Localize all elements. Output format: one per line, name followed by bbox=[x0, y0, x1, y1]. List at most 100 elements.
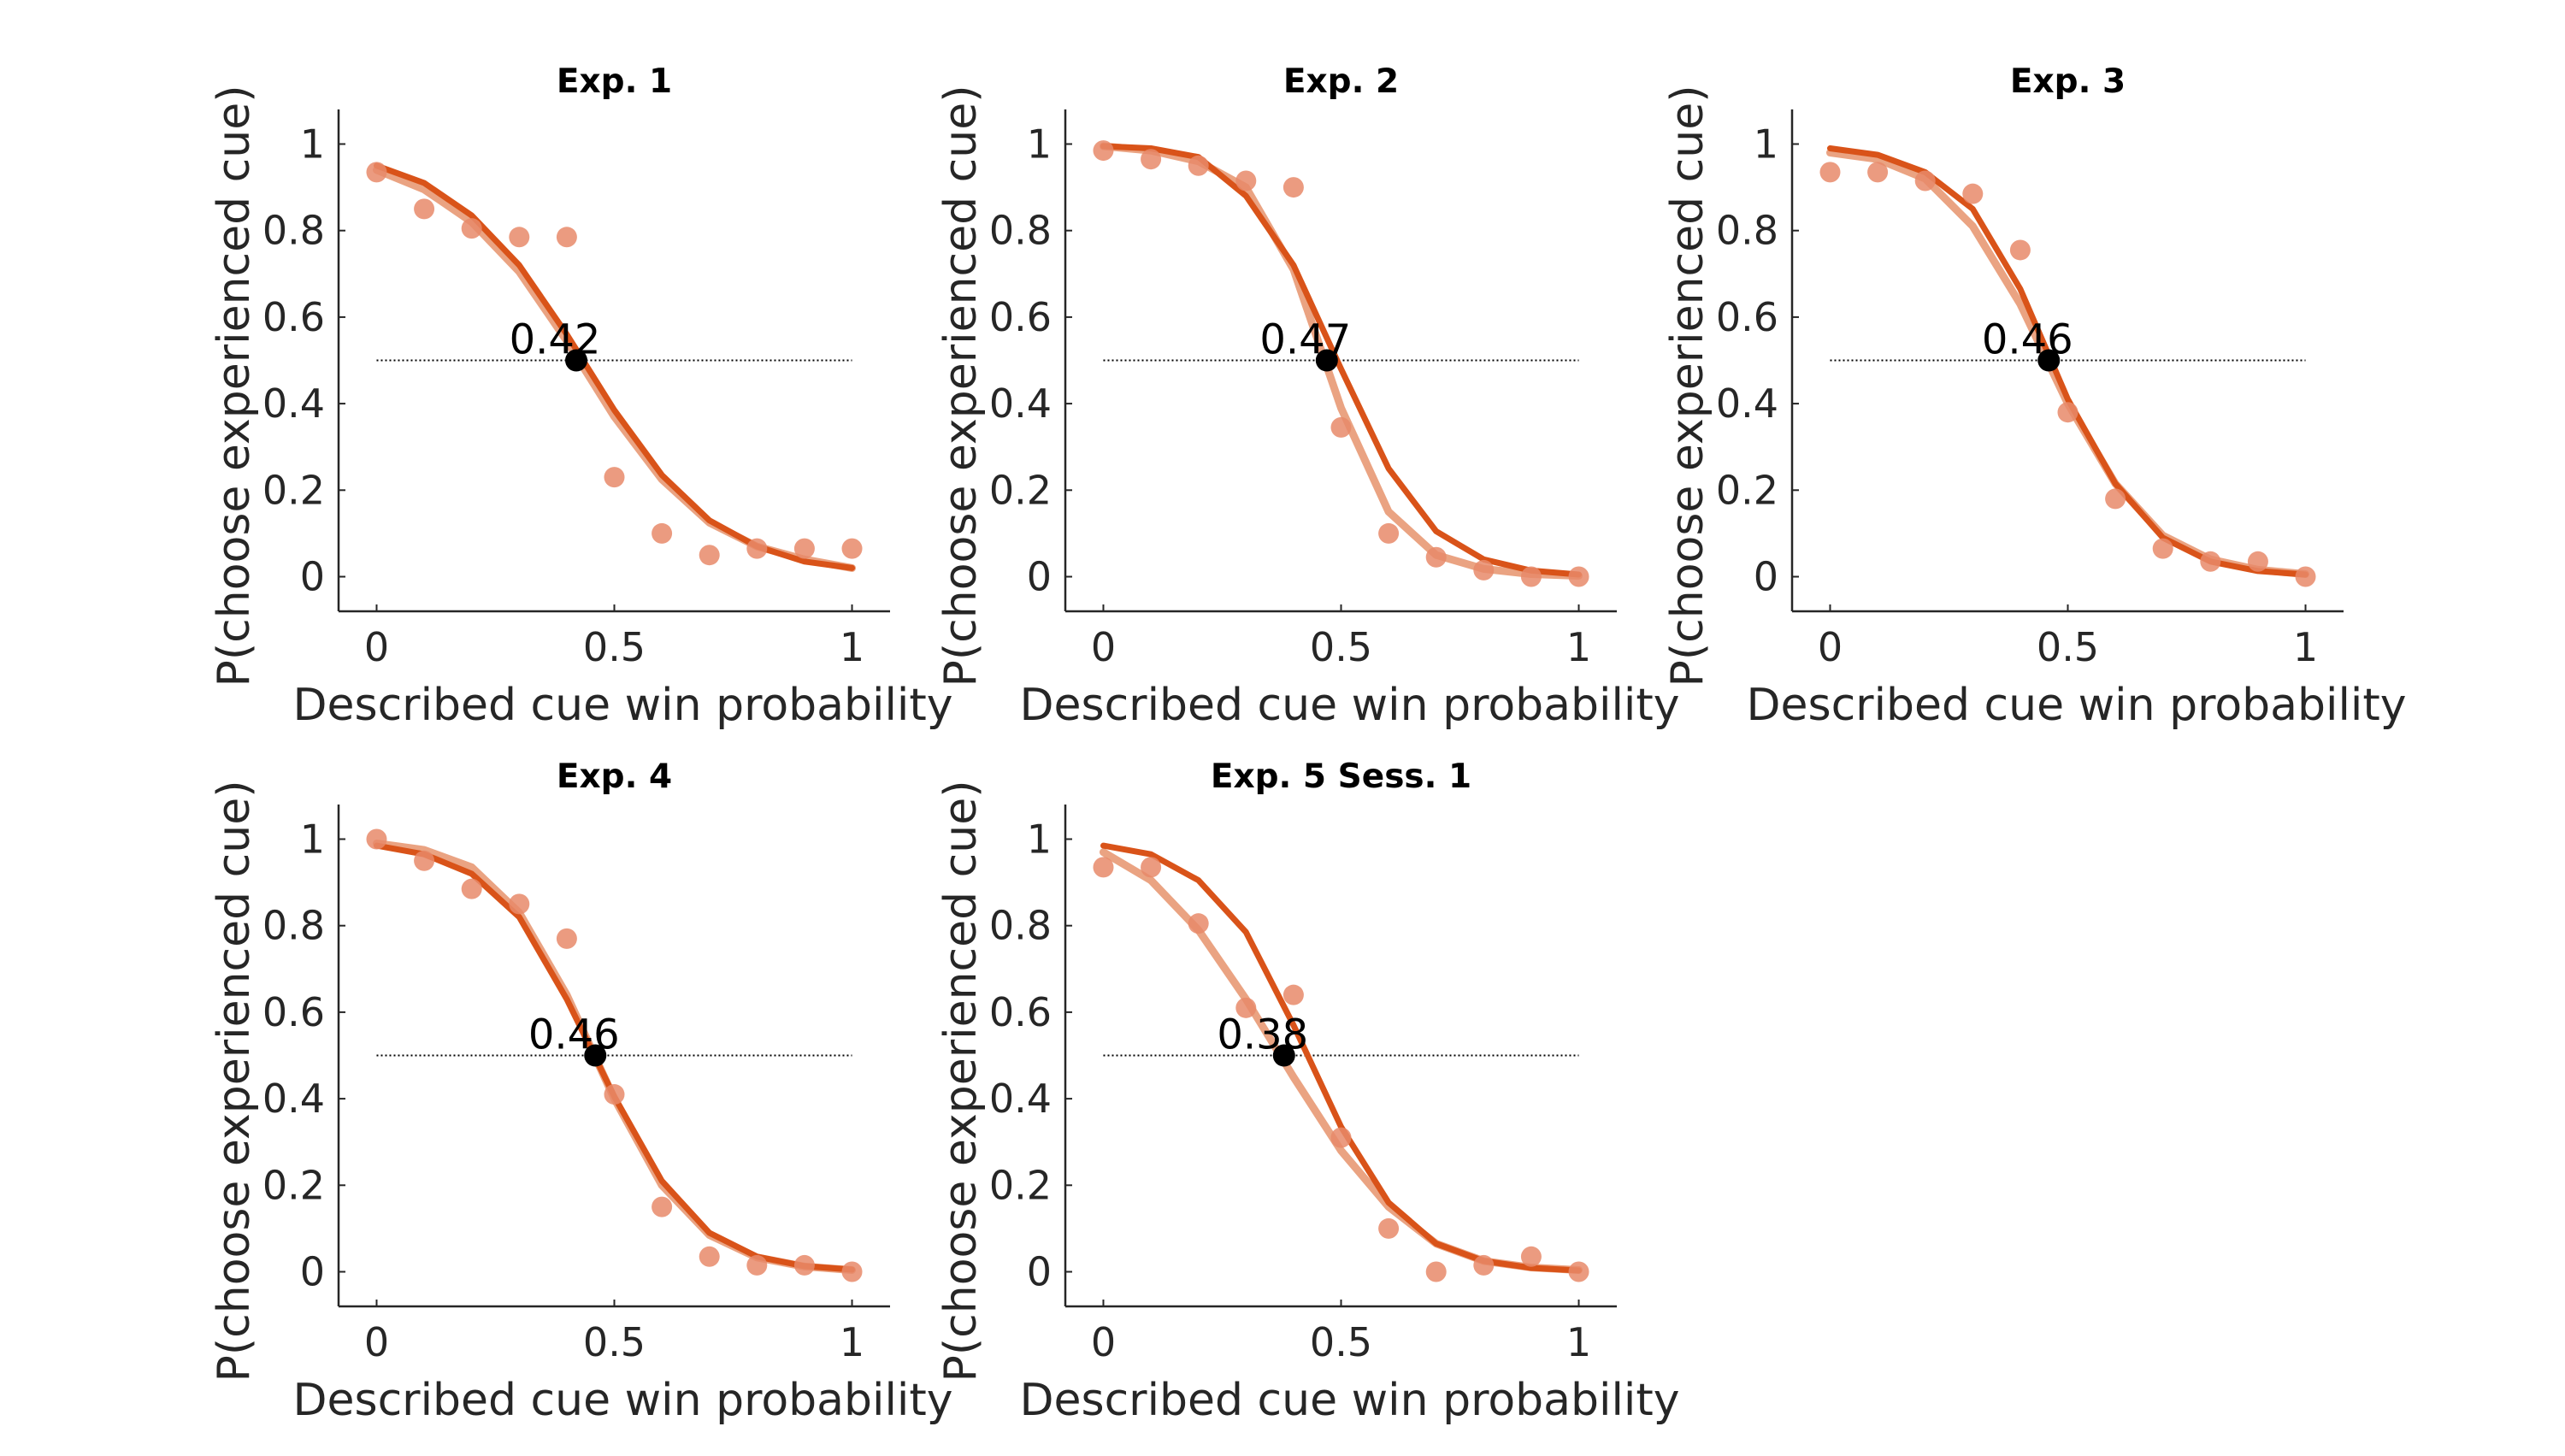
data-point bbox=[1330, 416, 1352, 438]
data-point bbox=[652, 1196, 673, 1217]
panel-title: Exp. 2 bbox=[1283, 62, 1399, 101]
threshold-point bbox=[565, 349, 588, 372]
y-tick-label: 0.2 bbox=[989, 1162, 1052, 1208]
x-axis-label: Described cue win probability bbox=[292, 1375, 952, 1426]
panel-title: Exp. 1 bbox=[557, 62, 672, 101]
y-tick-label: 1 bbox=[1754, 121, 1778, 167]
threshold-label: 0.38 bbox=[1217, 1011, 1308, 1059]
data-point bbox=[414, 198, 435, 220]
y-tick-label: 0.2 bbox=[262, 1162, 325, 1208]
y-tick-label: 0.4 bbox=[262, 380, 325, 427]
panel-title: Exp. 4 bbox=[557, 757, 672, 796]
x-tick-label: 0 bbox=[1091, 1319, 1116, 1365]
panel-title: Exp. 5 Sess. 1 bbox=[1211, 757, 1471, 796]
fit-line-dark bbox=[1827, 145, 2308, 578]
data-point bbox=[746, 1254, 768, 1276]
threshold-point bbox=[584, 1044, 607, 1067]
threshold-point bbox=[1272, 1044, 1295, 1067]
y-tick-label: 0.4 bbox=[989, 380, 1052, 427]
data-point bbox=[1473, 559, 1495, 581]
y-tick-label: 0 bbox=[1027, 554, 1052, 600]
data-point bbox=[699, 545, 720, 566]
data-point bbox=[1914, 170, 1936, 192]
y-tick-label: 0 bbox=[1027, 1249, 1052, 1295]
y-tick-label: 0.6 bbox=[989, 294, 1052, 340]
y-tick-label: 0.4 bbox=[989, 1076, 1052, 1122]
data-point bbox=[2009, 239, 2031, 261]
data-point bbox=[1473, 1254, 1495, 1276]
fit-line-dark bbox=[1100, 842, 1582, 1274]
data-point bbox=[1378, 1217, 1400, 1239]
data-point bbox=[652, 522, 673, 544]
y-tick-label: 0.4 bbox=[262, 1076, 325, 1122]
y-tick-label: 0.8 bbox=[1716, 208, 1778, 254]
data-point bbox=[1282, 177, 1304, 198]
y-tick-label: 0.2 bbox=[989, 467, 1052, 513]
fit-line-light bbox=[1100, 142, 1583, 580]
y-axis-label: P(choose experienced cue) bbox=[209, 85, 260, 687]
y-tick-label: 1 bbox=[1027, 121, 1052, 167]
y-tick-label: 0.6 bbox=[1716, 294, 1778, 340]
y-tick-label: 0.8 bbox=[262, 208, 325, 254]
y-tick-label: 1 bbox=[300, 121, 325, 167]
y-tick-label: 0 bbox=[300, 554, 325, 600]
y-tick-label: 0 bbox=[1754, 554, 1778, 600]
data-point bbox=[1282, 984, 1304, 1005]
x-tick-label: 1 bbox=[840, 1319, 864, 1365]
data-point bbox=[2247, 551, 2268, 572]
x-tick-label: 0.5 bbox=[1310, 624, 1372, 670]
data-point bbox=[1330, 1127, 1352, 1148]
y-tick-label: 0.6 bbox=[262, 294, 325, 340]
data-point bbox=[1425, 1261, 1447, 1282]
data-point bbox=[1568, 1261, 1589, 1282]
x-tick-label: 0 bbox=[364, 1319, 389, 1365]
x-tick-label: 0 bbox=[1818, 624, 1843, 670]
x-tick-label: 0.5 bbox=[1310, 1319, 1372, 1365]
threshold-label: 0.42 bbox=[510, 316, 601, 364]
x-axis-label: Described cue win probability bbox=[1019, 680, 1679, 731]
panel-1: Exp. 1 0 0.2 0.4 0.6 0.8 1 0 0.5 1 Described cue w… bbox=[209, 62, 953, 731]
data-point bbox=[509, 227, 530, 248]
data-point bbox=[699, 1246, 720, 1267]
data-point bbox=[2295, 566, 2316, 587]
data-point bbox=[793, 538, 815, 559]
data-point bbox=[1819, 162, 1841, 183]
data-point bbox=[509, 893, 530, 915]
x-tick-label: 0 bbox=[364, 624, 389, 670]
y-tick-label: 1 bbox=[300, 816, 325, 862]
data-point bbox=[366, 162, 387, 183]
y-axis-label: P(choose experienced cue) bbox=[209, 780, 260, 1382]
panel-title: Exp. 3 bbox=[2010, 62, 2126, 101]
data-point bbox=[1568, 566, 1589, 587]
data-point bbox=[841, 538, 863, 559]
data-point bbox=[604, 1084, 625, 1105]
y-axis-label: P(choose experienced cue) bbox=[1662, 85, 1713, 687]
data-point bbox=[793, 1254, 815, 1276]
y-tick-label: 1 bbox=[1027, 816, 1052, 862]
data-point bbox=[1520, 566, 1542, 587]
x-axis-label: Described cue win probability bbox=[1746, 680, 2406, 731]
x-tick-label: 0.5 bbox=[583, 624, 646, 670]
y-tick-label: 0.4 bbox=[1716, 380, 1778, 427]
data-point bbox=[366, 828, 387, 850]
threshold-point bbox=[2037, 349, 2061, 372]
panel-2: Exp. 2 0 0.2 0.4 0.6 0.8 1 0 0.5 1 Described cue w… bbox=[935, 62, 1680, 731]
data-point bbox=[604, 467, 625, 488]
y-axis-label: P(choose experienced cue) bbox=[935, 780, 987, 1382]
threshold-label: 0.47 bbox=[1259, 316, 1351, 364]
data-point bbox=[461, 878, 482, 899]
data-point bbox=[1520, 1246, 1542, 1267]
data-point bbox=[1962, 183, 1984, 204]
x-axis-label: Described cue win probability bbox=[292, 680, 952, 731]
data-point bbox=[1188, 913, 1209, 934]
data-point bbox=[2105, 488, 2126, 510]
x-tick-label: 1 bbox=[840, 624, 864, 670]
threshold-label: 0.46 bbox=[528, 1011, 620, 1059]
y-axis-label: P(choose experienced cue) bbox=[935, 85, 987, 687]
x-tick-label: 1 bbox=[1566, 624, 1591, 670]
data-point bbox=[1093, 857, 1114, 878]
x-tick-label: 1 bbox=[1566, 1319, 1591, 1365]
x-tick-label: 0 bbox=[1091, 624, 1116, 670]
data-point bbox=[461, 218, 482, 239]
